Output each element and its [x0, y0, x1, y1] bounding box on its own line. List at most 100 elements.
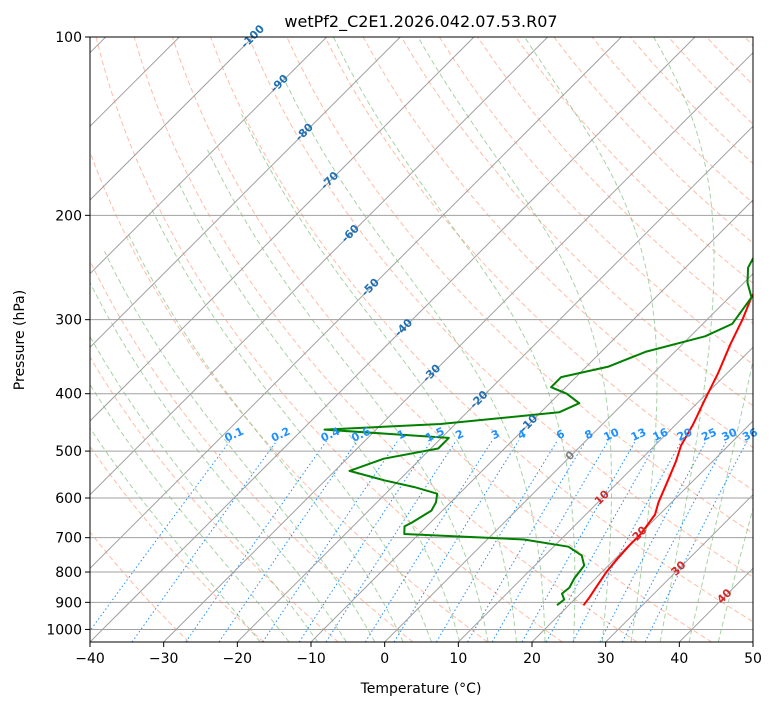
- moist-adiabat: [653, 37, 715, 642]
- isotherm-line: [384, 272, 753, 642]
- x-tick-label: 10: [449, 651, 467, 667]
- background-lines: [90, 37, 753, 642]
- dry-adiabat: [90, 259, 414, 642]
- y-tick-label: 800: [55, 565, 82, 581]
- isotherm-line: [236, 125, 753, 642]
- y-tick-label: 500: [55, 444, 82, 460]
- mixing-ratio-line: [262, 440, 399, 642]
- dry-adiabat: [248, 37, 753, 578]
- x-tick-label: −10: [296, 651, 326, 667]
- mixing-ratio-line: [325, 440, 457, 642]
- x-tick-label: 40: [670, 651, 688, 667]
- y-axis-title: Pressure (hPa): [12, 290, 28, 390]
- mixing-ratio-label: 25: [699, 426, 718, 444]
- dry-adiabat: [90, 150, 488, 642]
- isotherm-line: [90, 37, 696, 642]
- isotherm-line: [605, 493, 753, 642]
- isotherm-label: -80: [293, 120, 316, 143]
- dry-adiabat: [133, 37, 638, 642]
- x-axis: −40 −30 −20 −10 0 10 20 30 40 50: [75, 642, 762, 667]
- y-axis: 100 200 300 400 500 600 700 800 900 1000: [46, 30, 90, 638]
- x-tick-label: −30: [149, 651, 179, 667]
- moist-adiabat: [90, 383, 290, 642]
- mixing-ratio-label: 13: [629, 426, 648, 444]
- isotherm-line: [90, 37, 328, 275]
- isotherm-line: [90, 37, 549, 496]
- mixing-ratio-label: 6: [554, 427, 567, 442]
- y-tick-label: 400: [55, 387, 82, 403]
- moist-adiabat: [127, 233, 404, 642]
- x-tick-label: 20: [523, 651, 541, 667]
- dewpoint-profile-line: [323, 256, 753, 606]
- dry-adiabat: [591, 37, 753, 204]
- mixing-ratio-label: 1.5: [423, 425, 446, 445]
- dry-adiabat: [90, 356, 339, 642]
- isotherm-line: [531, 420, 753, 642]
- dry-adiabat: [95, 37, 563, 642]
- moist-adiabat: [90, 427, 261, 642]
- isotherm-line: [90, 37, 401, 349]
- moist-adiabat: [417, 37, 612, 642]
- mixing-ratio-label: 20: [675, 425, 695, 443]
- mixing-ratio-label: 36: [740, 425, 760, 443]
- isotherm-line: [90, 37, 254, 201]
- mixing-ratio-line: [572, 440, 683, 642]
- mixing-ratio-label: 16: [651, 425, 671, 443]
- dry-adiabat: [362, 37, 753, 449]
- isotherm-line: [90, 37, 622, 570]
- moist-adiabat: [151, 208, 432, 642]
- dry-adiabat: [324, 37, 753, 491]
- mixing-ratio-label: 8: [583, 427, 595, 442]
- moist-adiabat: [207, 149, 489, 642]
- moist-adiabat: [688, 358, 753, 642]
- mixing-ratio-line: [185, 440, 328, 642]
- moist-adiabat: [241, 113, 517, 642]
- dry-adiabat: [438, 37, 753, 366]
- isotherm-line: [752, 641, 753, 642]
- mixing-ratio-label: 0.4: [319, 425, 342, 445]
- x-tick-label: −20: [223, 651, 253, 667]
- isotherm-line: [310, 199, 753, 642]
- isotherm-line: [90, 37, 475, 422]
- mixing-ratio-line: [435, 440, 558, 642]
- dry-adiabat: [553, 37, 753, 244]
- chart-title: wetPf2_C2E1.2026.042.07.53.R07: [284, 12, 557, 32]
- mixing-ratio-line: [491, 440, 609, 642]
- moist-adiabat: [280, 72, 546, 642]
- dry-adiabat: [744, 37, 753, 47]
- moist-adiabat: [332, 37, 576, 642]
- y-tick-label: 700: [55, 531, 82, 547]
- y-tick-label: 900: [55, 595, 82, 611]
- temperature-profile-line: [582, 292, 753, 606]
- mixing-ratio-line: [644, 440, 748, 642]
- x-axis-title: Temperature (°C): [360, 681, 482, 697]
- mixing-ratio-label: 0.1: [223, 425, 246, 445]
- isotherm-label: 10: [592, 487, 612, 507]
- x-tick-label: −40: [75, 651, 105, 667]
- dry-adiabat: [90, 531, 190, 642]
- mixing-ratio-line: [364, 440, 493, 642]
- mixing-ratio-label: 2: [453, 427, 465, 442]
- dry-adiabat: [477, 37, 753, 325]
- isotherm-line: [163, 51, 753, 642]
- y-tick-label: 100: [55, 30, 82, 46]
- dry-adiabat: [668, 37, 753, 125]
- profile-lines: [323, 256, 753, 606]
- dry-adiabat: [706, 37, 753, 86]
- dry-adiabat: [400, 37, 753, 407]
- y-tick-label: 600: [55, 491, 82, 507]
- mixing-ratio-line: [90, 440, 231, 632]
- mixing-ratio-label: 3: [489, 427, 501, 442]
- mixing-ratio-line: [131, 440, 278, 642]
- moist-adiabat: [177, 180, 461, 642]
- y-tick-label: 300: [55, 313, 82, 329]
- mixing-ratio-label: 10: [602, 425, 622, 443]
- dry-adiabat: [515, 37, 753, 284]
- mixing-ratio-line: [467, 440, 587, 642]
- dry-adiabat: [90, 445, 264, 642]
- x-tick-label: 30: [597, 651, 615, 667]
- x-tick-label: 0: [380, 651, 389, 667]
- mixing-ratio-line: [521, 440, 637, 642]
- moist-adiabat: [524, 37, 658, 642]
